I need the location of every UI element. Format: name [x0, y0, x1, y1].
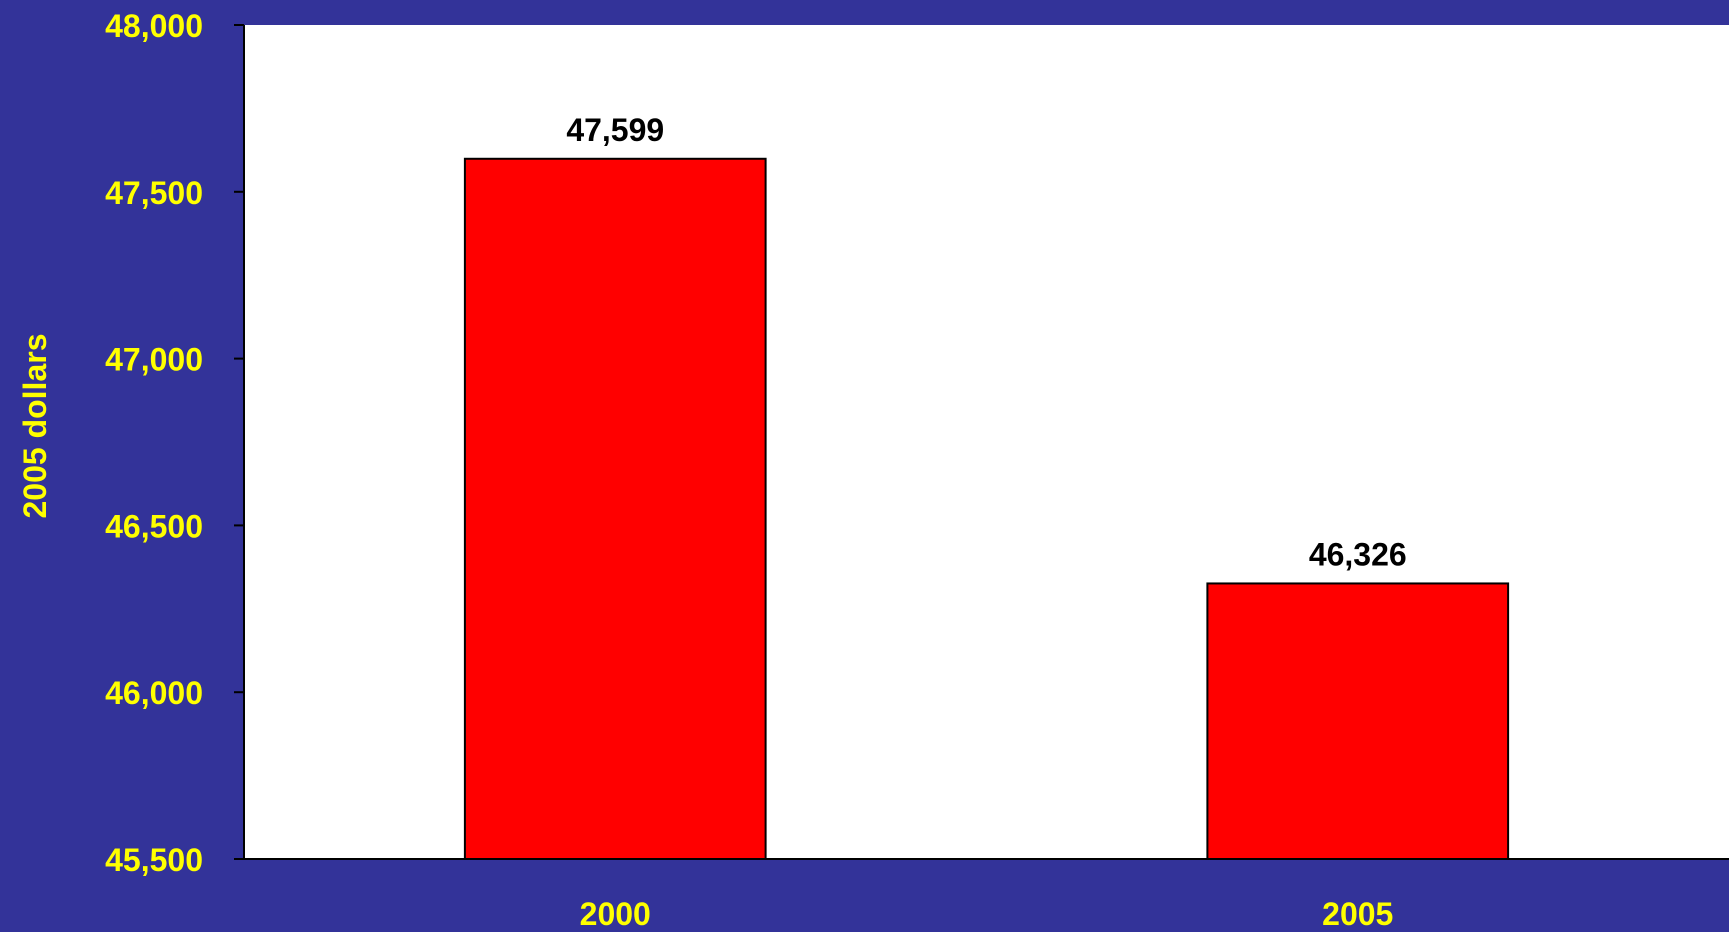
- bar-2000: [463, 157, 767, 860]
- x-tick-label: 2005: [1322, 896, 1393, 932]
- y-tick-label: 47,000: [105, 342, 203, 378]
- axes: 45,500 46,000 46,500 47,000 47,500 48,000 2000…: [105, 8, 1729, 932]
- bar-2005: [1206, 582, 1510, 860]
- y-tick-label: 45,500: [105, 842, 203, 878]
- data-labels: 47,599 46,326: [566, 112, 1406, 573]
- y-tick-label: 46,500: [105, 508, 203, 544]
- y-tick-label: 46,000: [105, 675, 203, 711]
- y-axis-title: 2005 dollars: [17, 334, 53, 519]
- data-label-2005: 46,326: [1309, 536, 1407, 572]
- data-label-2000: 47,599: [566, 112, 664, 148]
- y-tick-label: 48,000: [105, 8, 203, 44]
- y-tick-label: 47,500: [105, 175, 203, 211]
- x-tick-label: 2000: [580, 896, 651, 932]
- bars: [463, 157, 1510, 860]
